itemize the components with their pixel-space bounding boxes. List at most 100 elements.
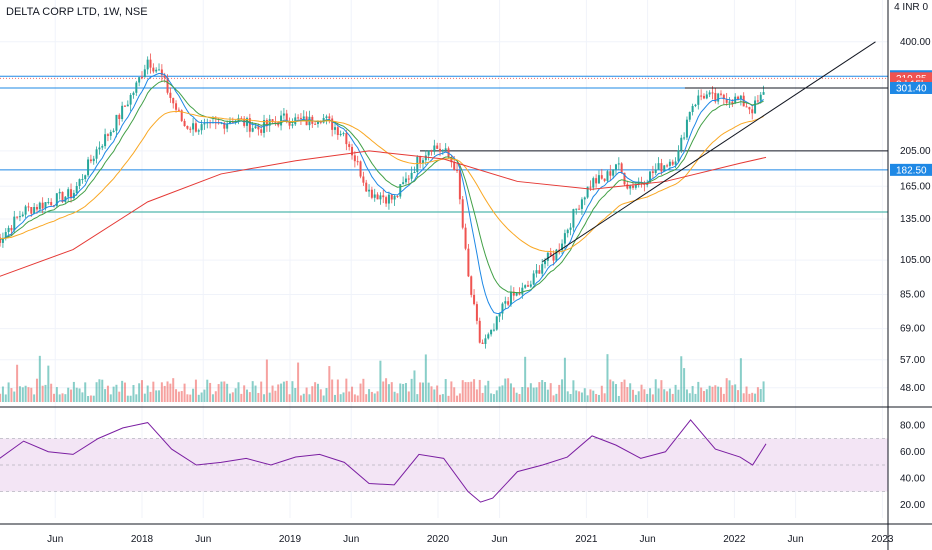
sma-200-line <box>0 150 767 277</box>
volume-bar <box>172 378 175 402</box>
volume-bar <box>7 382 10 402</box>
candle-body <box>467 248 470 277</box>
candle-body <box>331 118 334 130</box>
volume-bar <box>251 381 254 402</box>
candle-body <box>654 169 657 173</box>
volume-bar <box>135 394 138 402</box>
candle-body <box>155 69 158 72</box>
candle-body <box>473 294 476 305</box>
volume-bar <box>666 391 669 402</box>
volume-bar <box>456 395 459 402</box>
volume-bar <box>558 384 561 402</box>
ema-mid-line <box>0 80 764 294</box>
candle-body <box>50 202 53 206</box>
volume-bar <box>189 394 192 402</box>
volume-bar <box>370 391 373 402</box>
volume-bar <box>44 384 47 402</box>
candle-body <box>671 161 674 165</box>
candle-body <box>109 131 112 136</box>
volume-bar <box>200 392 203 402</box>
candle-body <box>72 192 75 199</box>
volume-bar <box>387 384 390 402</box>
candle-body <box>634 184 637 188</box>
candle-body <box>470 276 473 295</box>
volume-bar <box>50 383 53 402</box>
volume-bar <box>722 393 725 402</box>
candle-body <box>475 304 478 321</box>
candlesticks <box>0 53 765 349</box>
candle-body <box>461 199 464 228</box>
candle-body <box>561 243 564 251</box>
volume-bar <box>365 394 368 402</box>
price-tag-label: 301.40 <box>896 83 927 94</box>
volume-bar <box>70 389 73 402</box>
candle-body <box>433 145 436 152</box>
volume-bar <box>620 381 623 402</box>
volume-bar <box>308 394 311 402</box>
volume-bar <box>328 366 331 402</box>
volume-bar <box>671 393 674 402</box>
candle-body <box>98 147 101 150</box>
x-tick-label: 2023 <box>871 534 894 545</box>
candle-body <box>700 95 703 97</box>
volume-bar <box>13 391 16 402</box>
candle-body <box>407 178 410 180</box>
candle-body <box>725 99 728 103</box>
candle-body <box>106 134 109 136</box>
candle-body <box>95 149 98 159</box>
candle-body <box>268 119 271 126</box>
volume-bar <box>226 383 229 402</box>
y-tick-label: 85.00 <box>900 290 925 301</box>
candle-body <box>555 249 558 261</box>
candle-body <box>717 93 720 102</box>
volume-bar <box>668 388 671 402</box>
candle-body <box>427 150 430 156</box>
volume-bar <box>643 389 646 402</box>
volume-bar <box>101 379 104 402</box>
candle-body <box>121 105 124 120</box>
volume-bar <box>612 381 615 402</box>
volume-bar <box>385 378 388 402</box>
candle-body <box>575 208 578 210</box>
volume-bar <box>575 390 578 402</box>
volume-bar <box>427 382 430 402</box>
candle-body <box>720 93 723 95</box>
volume-bar <box>118 391 121 402</box>
volume-bar <box>529 383 532 402</box>
volume-bar <box>677 389 680 402</box>
candle-body <box>336 127 339 136</box>
y-tick-label: 135.00 <box>900 214 931 225</box>
volume-bars <box>0 354 765 402</box>
candle-body <box>620 163 623 173</box>
volume-bar <box>640 384 643 402</box>
candle-body <box>674 161 677 165</box>
candle-body <box>396 195 399 197</box>
volume-bar <box>223 381 226 402</box>
volume-bar <box>583 388 586 402</box>
rsi-tick-label: 40.00 <box>900 473 925 484</box>
currency-label[interactable]: 4 INR 0 <box>894 2 928 13</box>
candle-body <box>708 92 711 95</box>
volume-bar <box>600 385 603 402</box>
volume-bar <box>109 394 112 402</box>
volume-bar <box>694 393 697 402</box>
chart-title: DELTA CORP LTD, 1W, NSE <box>6 6 148 18</box>
candle-body <box>365 182 368 192</box>
volume-bar <box>759 389 762 402</box>
candle-body <box>316 121 319 124</box>
volume-bar <box>756 387 759 402</box>
candle-body <box>138 77 141 83</box>
volume-bar <box>342 392 345 402</box>
volume-bar <box>0 393 2 402</box>
volume-bar <box>240 393 243 402</box>
volume-bar <box>331 379 334 402</box>
volume-bar <box>447 395 450 402</box>
candle-body <box>498 313 501 317</box>
volume-bar <box>166 381 169 402</box>
candle-body <box>421 160 424 164</box>
volume-bar <box>263 394 266 402</box>
volume-bar <box>38 355 41 402</box>
volume-bar <box>140 380 143 402</box>
candle-body <box>251 128 254 132</box>
volume-bar <box>734 384 737 402</box>
